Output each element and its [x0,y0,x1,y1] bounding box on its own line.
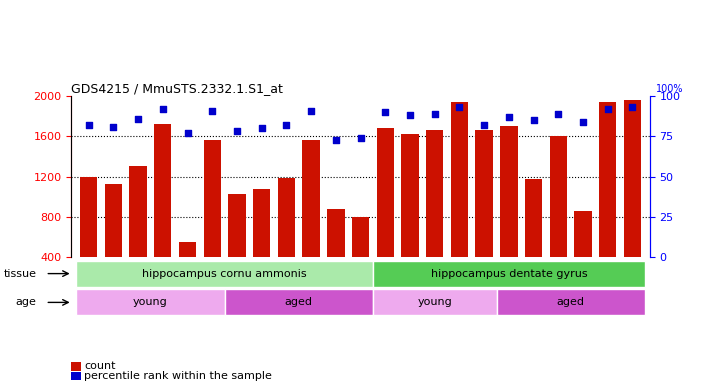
Point [627,104,638,110]
Bar [203,141,221,298]
Text: young: young [418,297,452,308]
Bar [377,128,394,298]
Bar [550,136,567,298]
Bar [525,179,542,298]
Bar [105,184,122,298]
Bar [496,290,645,315]
Point [453,104,465,110]
Bar [129,166,147,298]
Bar [401,134,418,298]
Text: tissue: tissue [4,268,36,279]
Bar [451,102,468,298]
Text: 100%: 100% [655,84,683,94]
Bar [426,130,443,298]
Bar [154,124,171,298]
Point [256,125,268,131]
Text: percentile rank within the sample: percentile rank within the sample [84,371,272,381]
Bar [76,261,373,286]
Point [503,114,515,120]
Point [157,106,169,112]
Bar [574,211,592,298]
Text: hippocampus cornu ammonis: hippocampus cornu ammonis [142,268,307,279]
Bar [624,100,641,298]
Bar [228,194,246,298]
Point [380,109,391,115]
Bar [599,102,616,298]
Point [231,128,243,134]
Text: aged: aged [285,297,313,308]
Point [429,111,441,117]
Point [206,108,218,114]
Point [528,117,539,123]
Text: GDS4215 / MmuSTS.2332.1.S1_at: GDS4215 / MmuSTS.2332.1.S1_at [71,82,283,95]
Bar [225,290,373,315]
Bar [179,242,196,298]
Bar [352,217,369,298]
Point [108,124,119,130]
Point [330,136,341,142]
Text: aged: aged [557,297,585,308]
Point [578,119,589,125]
Bar [327,209,345,298]
Bar [278,178,295,298]
Bar [373,261,645,286]
Text: count: count [84,361,116,371]
Bar [253,189,271,298]
Bar [76,290,225,315]
Bar [476,130,493,298]
Bar [80,177,97,298]
Text: young: young [133,297,168,308]
Point [355,135,366,141]
Text: hippocampus dentate gyrus: hippocampus dentate gyrus [431,268,587,279]
Point [281,122,292,128]
Point [478,122,490,128]
Point [182,130,193,136]
Point [306,108,317,114]
Point [83,122,94,128]
Point [404,112,416,118]
Point [602,106,613,112]
Point [132,116,144,122]
Bar [303,141,320,298]
Bar [373,290,496,315]
Point [553,111,564,117]
Bar [501,126,518,298]
Text: age: age [16,297,36,308]
